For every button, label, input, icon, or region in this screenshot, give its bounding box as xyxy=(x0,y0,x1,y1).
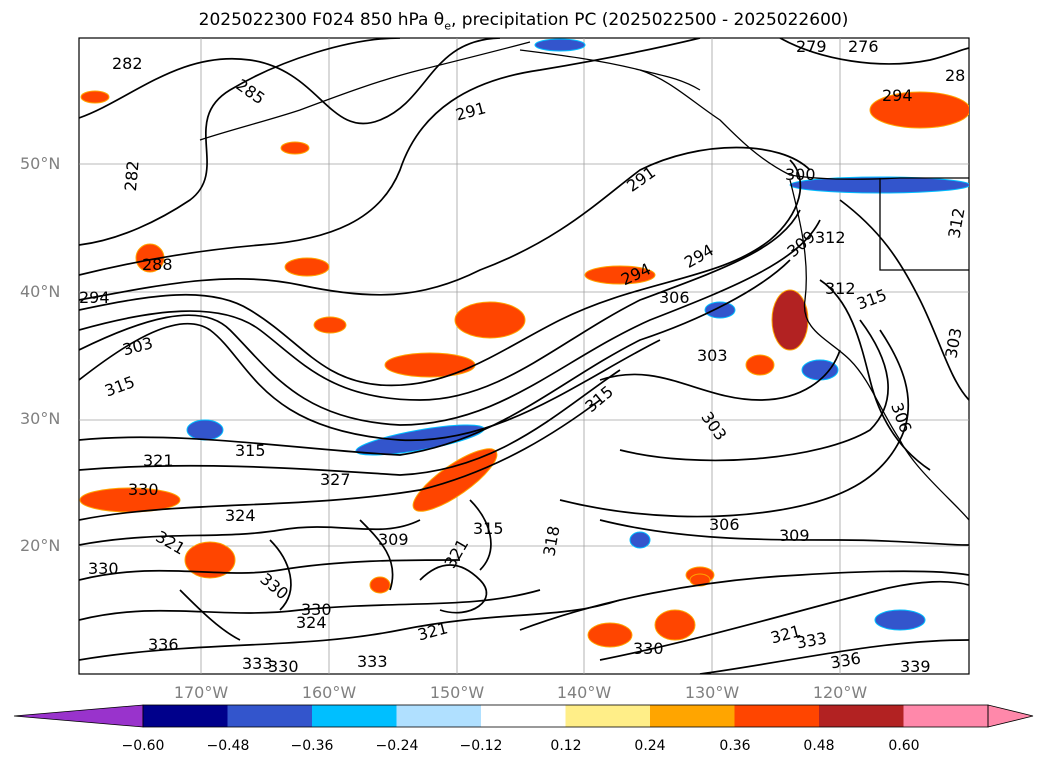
colorbar-cell xyxy=(650,705,735,727)
lon-label: 150°W xyxy=(429,683,485,702)
contour-label: 312 xyxy=(815,228,846,247)
contour-label: 309 xyxy=(378,530,409,549)
precip-patches xyxy=(79,38,969,648)
colorbar-tick: −0.60 xyxy=(121,738,165,754)
colorbar-tick: 0.24 xyxy=(634,738,666,754)
contour-label: 330 xyxy=(301,600,332,619)
colorbar-cell xyxy=(312,705,397,727)
colorbar-cell xyxy=(227,705,313,727)
contour-label: 330 xyxy=(268,657,299,676)
contour-label: 333 xyxy=(357,652,388,671)
contour-label: 339 xyxy=(900,657,931,676)
colorbar-cell xyxy=(396,705,482,727)
contour-label: 282 xyxy=(112,54,143,73)
colorbar-cell xyxy=(903,705,989,727)
lat-label: 50°N xyxy=(20,154,61,173)
contour-label: 276 xyxy=(848,37,879,56)
contour-label: 315 xyxy=(473,519,504,538)
lon-label: 130°W xyxy=(684,683,740,702)
colorbar-tick: 0.12 xyxy=(550,738,582,754)
colorbar-cells xyxy=(13,704,1034,728)
colorbar-tick: −0.12 xyxy=(459,738,503,754)
lon-label: 120°W xyxy=(812,683,868,702)
contour-label: 303 xyxy=(697,346,728,365)
theta-e-contours xyxy=(79,38,969,674)
colorbar-tick: −0.24 xyxy=(375,738,419,754)
colorbar-tick: 0.36 xyxy=(719,738,751,754)
lon-label: 140°W xyxy=(556,683,612,702)
contour-label: 288 xyxy=(142,255,173,274)
contour-label: 330 xyxy=(633,639,664,658)
lon-label: 160°W xyxy=(301,683,357,702)
coastlines xyxy=(199,41,969,521)
colorbar-tick: −0.48 xyxy=(206,738,250,754)
contour-label: 324 xyxy=(296,613,327,632)
contour-label: 294 xyxy=(882,86,913,105)
colorbar-cell xyxy=(481,705,566,727)
contour-label: 28 xyxy=(945,66,965,85)
contour-label: 279 xyxy=(796,37,827,56)
contour-label: 300 xyxy=(785,165,816,184)
contour-label: 327 xyxy=(320,470,351,489)
contour-label: 321 xyxy=(143,451,174,470)
contour-label: 294 xyxy=(79,288,110,307)
contour-label: 330 xyxy=(88,559,119,578)
colorbar-frame xyxy=(142,704,989,728)
lat-label: 40°N xyxy=(20,282,61,301)
contour-label: 309 xyxy=(779,526,810,545)
colorbar-tick: 0.60 xyxy=(888,738,920,754)
colorbar-tick: −0.36 xyxy=(290,738,334,754)
colorbar xyxy=(13,704,1034,728)
contour-label: 324 xyxy=(225,506,256,525)
contour-label: 315 xyxy=(235,441,266,460)
colorbar-cell xyxy=(734,705,820,727)
lat-label: 20°N xyxy=(20,536,61,555)
colorbar-cell xyxy=(143,705,228,727)
lat-label: 30°N xyxy=(20,409,61,428)
colorbar-cell xyxy=(565,705,651,727)
colorbar-extend-high xyxy=(987,704,1034,728)
contour-label: 336 xyxy=(148,635,179,654)
map-frame xyxy=(78,37,970,675)
lon-label: 170°W xyxy=(173,683,229,702)
colorbar-tick: 0.48 xyxy=(803,738,835,754)
contour-label: 312 xyxy=(825,279,856,298)
contour-label: 306 xyxy=(709,515,740,534)
colorbar-cell xyxy=(819,705,904,727)
colorbar-extend-low xyxy=(13,704,144,728)
contour-label: 330 xyxy=(128,480,159,499)
map-title: 2025022300 F024 850 hPa θe, precipitatio… xyxy=(198,10,849,33)
contour-label: 333 xyxy=(242,654,273,673)
contour-label: 306 xyxy=(659,288,690,307)
contour-label: 282 xyxy=(121,160,143,192)
